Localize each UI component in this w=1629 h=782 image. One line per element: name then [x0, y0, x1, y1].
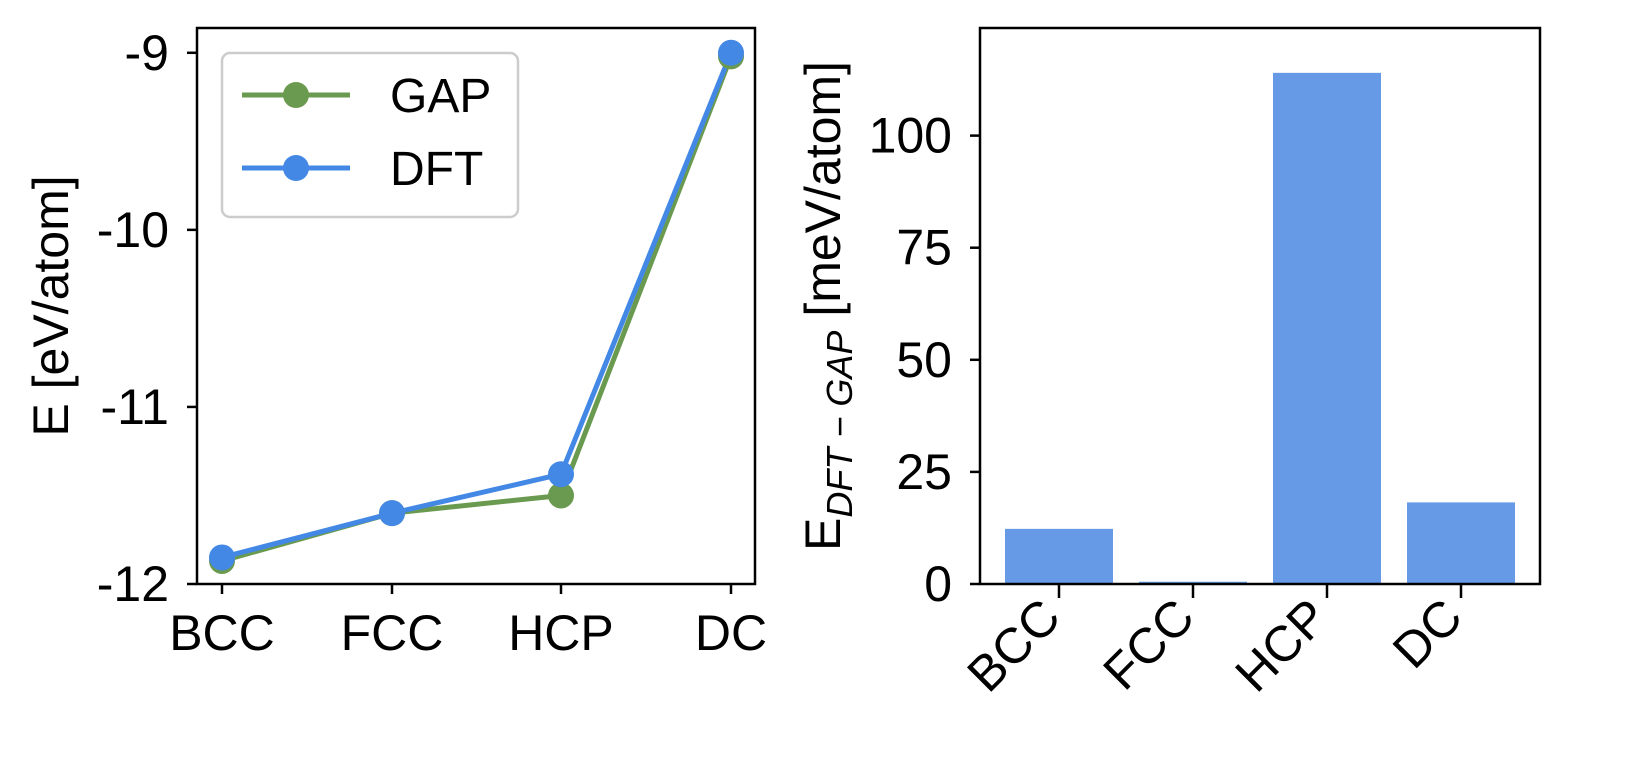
bar-hcp — [1273, 72, 1381, 584]
legend-marker-dft — [283, 155, 309, 181]
y-axis-label: EDFT − GAP [meV/atom] — [795, 61, 860, 551]
y-tick-label: 0 — [924, 556, 952, 612]
y-tick-label: -11 — [100, 379, 169, 435]
bar-bcc — [1005, 528, 1113, 584]
data-point-dft — [548, 461, 574, 488]
x-tick-label: FCC — [1093, 588, 1205, 700]
y-tick-label: 50 — [896, 332, 952, 388]
y-axis-label-subscript: DFT − GAP — [819, 331, 860, 518]
x-tick-label: DC — [695, 605, 767, 661]
series-line-dft — [221, 51, 734, 560]
x-tick-label: HCP — [1225, 588, 1339, 702]
y-tick-label: 25 — [896, 444, 952, 500]
legend-marker-gap — [283, 82, 309, 108]
data-point-dft — [379, 500, 405, 527]
y-axis-label: E [eV/atom] — [23, 175, 79, 436]
bar-dc — [1407, 502, 1515, 584]
x-tick-label: BCC — [957, 588, 1071, 702]
data-point-dft — [209, 544, 235, 571]
x-tick-label: FCC — [341, 605, 444, 661]
x-tick-label: BCC — [169, 605, 275, 661]
data-point-dft — [718, 39, 744, 66]
y-tick-label: 100 — [869, 108, 952, 164]
legend-label-gap: GAP — [390, 70, 491, 123]
x-tick-label: HCP — [508, 605, 614, 661]
y-axis-label-unit: [meV/atom] — [795, 61, 851, 331]
legend-label-dft: DFT — [390, 143, 483, 196]
y-tick-label: 75 — [896, 220, 952, 276]
x-tick-label: DC — [1382, 588, 1473, 679]
bar-chart: 0 25 50 75 100 BCC FCC HCP DC EDFT − GAP [meV/ato… — [795, 26, 1542, 702]
y-tick-label: -9 — [125, 25, 169, 81]
y-axis-label-main: E — [795, 518, 851, 551]
y-tick-label: -12 — [97, 556, 169, 612]
plot-frame — [195, 26, 757, 586]
y-tick-label: -10 — [97, 202, 169, 258]
data-point-gap — [548, 482, 574, 509]
plot-frame — [978, 26, 1542, 586]
